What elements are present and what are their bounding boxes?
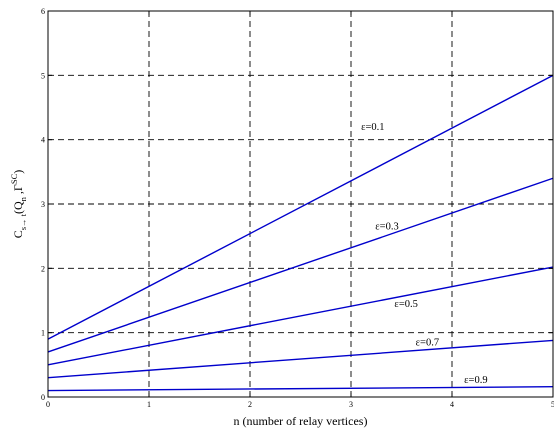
- series-label-2: ε=0.3: [375, 222, 398, 233]
- y-tick-label-2: 2: [41, 264, 45, 273]
- x-tick-label-2: 2: [248, 400, 252, 409]
- series-line-5: [47, 386, 554, 392]
- series-labels: ε=0.1 ε=0.3 ε=0.5 ε=0.7 ε=0.9: [361, 122, 487, 386]
- y-label-mid: (Q: [11, 201, 25, 214]
- y-label-base: C: [11, 230, 25, 238]
- x-tick-label-1: 1: [147, 400, 151, 409]
- x-tick-label-0: 0: [46, 400, 50, 409]
- series-label-1: ε=0.1: [361, 122, 384, 133]
- y-label-sub: s→ t: [18, 213, 28, 230]
- y-label-sub2: n: [18, 196, 28, 201]
- y-label-tail: ,Γ: [11, 184, 25, 197]
- grid-lines: [48, 11, 553, 397]
- series-lines: [47, 74, 554, 392]
- y-tick-label-1: 1: [41, 329, 45, 338]
- y-tick-label-3: 3: [41, 200, 45, 209]
- y-tick-label-4: 4: [41, 136, 45, 145]
- series-label-4: ε=0.7: [416, 338, 439, 349]
- x-tick-label-4: 4: [450, 400, 454, 409]
- y-axis-label: Cs→ t(Qn ,ΓSC): [9, 170, 28, 239]
- series-label-3: ε=0.5: [394, 299, 417, 310]
- y-tick-label-5: 5: [41, 71, 45, 80]
- x-axis-label: n (number of relay vertices): [234, 414, 368, 428]
- axis-ticks: 0 1 2 3 4 5 0 1 2 3 4 5 6: [41, 7, 554, 409]
- series-label-5: ε=0.9: [464, 375, 487, 386]
- y-label-close: ): [11, 170, 25, 174]
- series-line-3: [47, 266, 554, 366]
- series-line-4: [47, 339, 554, 379]
- y-tick-label-0: 0: [41, 393, 45, 402]
- y-label-sup: SC: [9, 173, 19, 184]
- x-tick-label-3: 3: [349, 400, 353, 409]
- x-tick-label-5: 5: [551, 400, 554, 409]
- series-line-1: [47, 74, 554, 340]
- series-line-2: [47, 177, 554, 353]
- y-tick-label-6: 6: [41, 7, 45, 16]
